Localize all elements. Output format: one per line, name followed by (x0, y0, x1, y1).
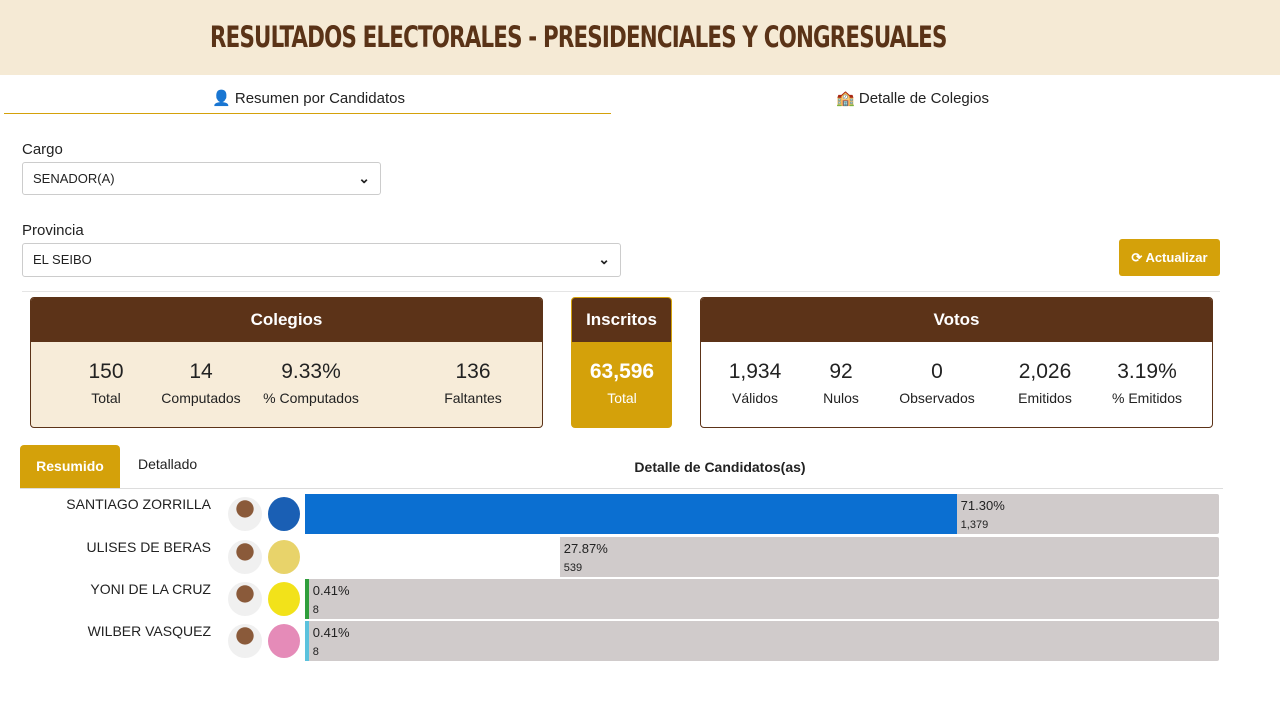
party-logo (268, 582, 300, 616)
stat: 0 Observados (877, 360, 997, 406)
stat-label: Válidos (732, 390, 778, 406)
votos-box: Votos 1,934 Válidos 92 Nulos 0 Observados 2,026… (700, 297, 1213, 428)
stat-value: 2,026 (1018, 360, 1072, 383)
stat-label: Total (607, 390, 637, 406)
bar-track (305, 579, 1219, 619)
stat-label: % Emitidos (1111, 390, 1183, 406)
bar (305, 494, 957, 534)
stat-label: Nulos (823, 390, 859, 406)
tab[interactable]: Detallado (138, 456, 198, 472)
stat-label: Faltantes (444, 390, 502, 406)
stat: 14 Computados (141, 360, 261, 406)
value-label: 0.41% (312, 625, 350, 640)
stat: 9.33% % Computados (251, 360, 371, 406)
bar-track (305, 621, 1219, 661)
candidate-name: ULISES DE BERAS (86, 539, 212, 555)
candidate-photo (228, 582, 262, 616)
colegios-box: Colegios 150 Total 14 Computados 9.33% % Compu… (30, 297, 543, 428)
candidate-row: ULISES DE BERAS 27.87% 539 (0, 537, 1280, 577)
bar (305, 537, 560, 577)
bar (305, 579, 309, 619)
candidate-row: YONI DE LA CRUZ 0.41% 8 (0, 579, 1280, 619)
stat: 136 Faltantes (413, 360, 533, 406)
divider (20, 488, 1223, 489)
stat-label: Computados (161, 390, 241, 406)
box-title: Inscritos (572, 298, 671, 342)
candidate-name: SANTIAGO ZORRILLA (66, 496, 211, 512)
divider (22, 291, 1220, 292)
button-label: Actualizar (1145, 250, 1208, 265)
candidate-photo (228, 540, 262, 574)
stat: 2,026 Emitidos (985, 360, 1105, 406)
results-title: Detalle de Candidatos(as) (634, 459, 806, 475)
party-logo (268, 540, 300, 574)
tab[interactable]: 👤 Resumen por Candidatos (212, 90, 405, 107)
stat-value: 1,934 (728, 360, 782, 383)
party-logo (268, 624, 300, 658)
stat-value: 0 (931, 360, 943, 383)
box-title: Colegios (31, 298, 542, 342)
tab-label: Detalle de Colegios (858, 90, 989, 107)
stat-value: 14 (189, 360, 213, 383)
stat-label: % Computados (263, 390, 359, 406)
box-title: Votos (701, 298, 1212, 342)
stat-value: 3.19% (1117, 360, 1177, 383)
votes-label: 539 (563, 562, 583, 574)
stat-value: 63,596 (589, 360, 655, 383)
select-value: EL SEIBO (33, 252, 92, 267)
label: Provincia (22, 222, 84, 239)
tab[interactable]: 🏫 Detalle de Colegios (836, 90, 989, 107)
bar (305, 621, 309, 661)
candidate-row: SANTIAGO ZORRILLA 71.30% 1,379 (0, 494, 1280, 534)
stat: 150 Total (46, 360, 166, 406)
stat-label: Emitidos (1018, 390, 1072, 406)
candidate-row: WILBER VASQUEZ 0.41% 8 (0, 621, 1280, 661)
stat-value: 136 (455, 360, 491, 383)
stat-value: 92 (829, 360, 853, 383)
stat: 92 Nulos (781, 360, 901, 406)
votes-label: 1,379 (960, 519, 989, 531)
stat-value: 9.33% (281, 360, 341, 383)
stat-label: Total (91, 390, 121, 406)
inscritos-box: Inscritos 63,596 Total (571, 297, 672, 428)
select-value: SENADOR(A) (33, 171, 115, 186)
select[interactable]: SENADOR(A) ⌄ (22, 162, 381, 195)
title: RESULTADOS ELECTORALES - PRESIDENCIALES … (210, 20, 947, 54)
tab-label: Resumen por Candidatos (234, 90, 405, 107)
button[interactable]: ⟳ Actualizar (1119, 239, 1220, 276)
candidate-photo (228, 624, 262, 658)
label: Cargo (22, 141, 63, 158)
value-label: 27.87% (563, 541, 608, 556)
stat-value: 150 (88, 360, 124, 383)
stat: 3.19% % Emitidos (1087, 360, 1207, 406)
candidate-name: YONI DE LA CRUZ (90, 581, 211, 597)
candidate-photo (228, 497, 262, 531)
votes-label: 8 (312, 604, 319, 616)
party-logo (268, 497, 300, 531)
header (0, 0, 1280, 75)
votes-label: 8 (312, 646, 319, 658)
stat: 1,934 Válidos (701, 360, 815, 406)
tab[interactable]: Resumido (20, 445, 120, 488)
candidate-name: WILBER VASQUEZ (87, 623, 211, 639)
stat-label: Observados (899, 390, 975, 406)
tab-underline (4, 113, 611, 114)
value-label: 0.41% (312, 583, 350, 598)
select[interactable]: EL SEIBO ⌄ (22, 243, 621, 277)
value-label: 71.30% (960, 498, 1005, 513)
stat: 63,596 Total (572, 360, 671, 406)
